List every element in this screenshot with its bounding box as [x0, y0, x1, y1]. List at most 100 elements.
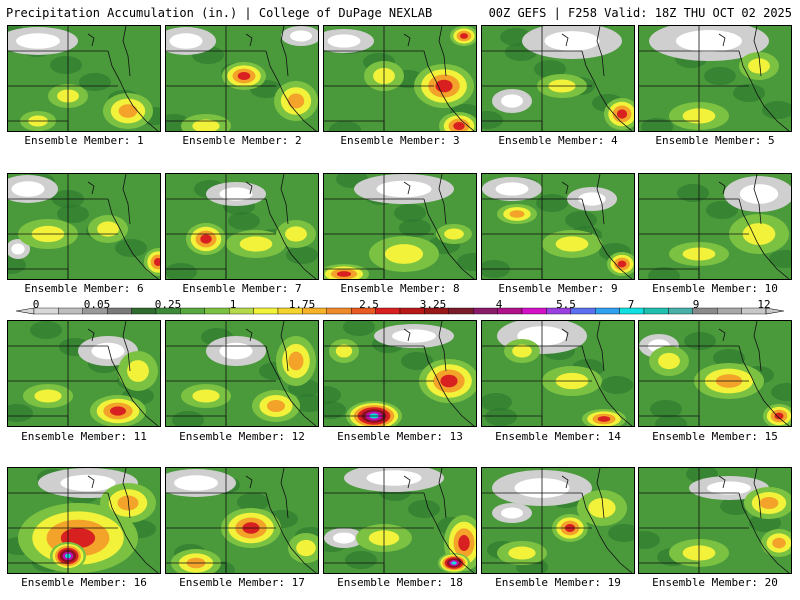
ensemble-member-map-13 — [323, 320, 477, 427]
ensemble-member-label: Ensemble Member: 5 — [655, 134, 775, 147]
precip-field — [482, 321, 634, 426]
colorbar-swatch — [204, 307, 230, 315]
precip-field — [639, 26, 791, 131]
ensemble-member-label: Ensemble Member: 18 — [337, 576, 463, 589]
ensemble-member-label: Ensemble Member: 14 — [495, 430, 621, 443]
ensemble-member-map-11 — [7, 320, 161, 427]
precip-field — [324, 174, 476, 279]
ensemble-member-label: Ensemble Member: 13 — [337, 430, 463, 443]
ensemble-member-label: Ensemble Member: 8 — [340, 282, 460, 295]
state-boundaries — [324, 174, 475, 279]
colorbar-tick-label: 4 — [495, 298, 503, 311]
colorbar-swatch — [131, 307, 157, 315]
precip-field — [324, 468, 476, 573]
colorbar-tick-label: 5.5 — [556, 298, 576, 311]
precip-field — [482, 174, 634, 279]
ensemble-member-map-7 — [165, 173, 319, 280]
ensemble-member-label: Ensemble Member: 16 — [21, 576, 147, 589]
state-boundaries — [324, 26, 475, 131]
colorbar-swatch — [58, 307, 84, 315]
colorbar-swatch — [473, 307, 498, 315]
ensemble-member-label: Ensemble Member: 20 — [652, 576, 778, 589]
colorbar-swatch — [253, 307, 279, 315]
colorbar-swatch — [595, 307, 620, 315]
ensemble-member-label: Ensemble Member: 19 — [495, 576, 621, 589]
precip-field — [639, 174, 791, 279]
colorbar-swatch — [180, 307, 205, 315]
ensemble-member-map-19 — [481, 467, 635, 574]
ensemble-member-label: Ensemble Member: 4 — [498, 134, 618, 147]
state-boundaries — [166, 26, 317, 131]
precip-field — [8, 321, 160, 426]
precip-field — [166, 321, 318, 426]
state-boundaries — [324, 468, 475, 573]
precipitation-colorbar — [15, 307, 785, 315]
ensemble-member-map-6 — [7, 173, 161, 280]
colorbar-tick-label: 2.5 — [359, 298, 379, 311]
ensemble-member-map-17 — [165, 467, 319, 574]
ensemble-member-label: Ensemble Member: 6 — [24, 282, 144, 295]
ensemble-member-map-18 — [323, 467, 477, 574]
state-boundaries — [324, 321, 475, 426]
ensemble-member-map-12 — [165, 320, 319, 427]
ensemble-member-map-16 — [7, 467, 161, 574]
state-boundaries — [8, 321, 159, 426]
state-boundaries — [166, 468, 317, 573]
state-boundaries — [166, 321, 317, 426]
ensemble-member-label: Ensemble Member: 1 — [24, 134, 144, 147]
ensemble-member-map-20 — [638, 467, 792, 574]
precip-field — [482, 468, 634, 573]
precip-field — [482, 26, 634, 131]
ensemble-member-map-4 — [481, 25, 635, 132]
state-boundaries — [482, 26, 633, 131]
ensemble-member-label: Ensemble Member: 9 — [498, 282, 618, 295]
ensemble-member-map-9 — [481, 173, 635, 280]
state-boundaries — [482, 174, 633, 279]
ensemble-member-map-10 — [638, 173, 792, 280]
ensemble-member-map-15 — [638, 320, 792, 427]
ensemble-member-label: Ensemble Member: 17 — [179, 576, 305, 589]
colorbar-tick-label: 0.05 — [83, 298, 111, 311]
state-boundaries — [8, 26, 159, 131]
colorbar-swatch — [717, 307, 742, 315]
ensemble-member-map-5 — [638, 25, 792, 132]
colorbar-tick-label: 1.75 — [288, 298, 316, 311]
colorbar-tick-label: 7 — [627, 298, 635, 311]
ensemble-member-map-1 — [7, 25, 161, 132]
precip-field — [639, 468, 791, 573]
state-boundaries — [482, 468, 633, 573]
colorbar-tick-label: 9 — [692, 298, 700, 311]
colorbar-swatch — [326, 307, 352, 315]
ensemble-member-label: Ensemble Member: 12 — [179, 430, 305, 443]
ensemble-member-label: Ensemble Member: 7 — [182, 282, 302, 295]
state-boundaries — [166, 174, 317, 279]
state-boundaries — [639, 468, 790, 573]
precip-field — [166, 468, 318, 573]
colorbar-swatch — [643, 307, 669, 315]
colorbar-tick-label: 12 — [757, 298, 771, 311]
ensemble-member-label: Ensemble Member: 2 — [182, 134, 302, 147]
colorbar-swatch — [668, 307, 694, 315]
colorbar-swatch — [375, 307, 401, 315]
precip-field — [8, 174, 160, 279]
precip-field — [8, 26, 160, 131]
state-boundaries — [8, 174, 159, 279]
model-run-valid-time: 00Z GEFS | F258 Valid: 18Z THU OCT 02 20… — [488, 6, 792, 20]
colorbar-swatch — [106, 307, 132, 315]
state-boundaries — [482, 321, 633, 426]
ensemble-member-label: Ensemble Member: 3 — [340, 134, 460, 147]
colorbar-tick-label: 0.25 — [154, 298, 182, 311]
precip-field — [166, 174, 318, 279]
state-boundaries — [639, 321, 790, 426]
precip-field — [166, 26, 318, 131]
ensemble-member-label: Ensemble Member: 15 — [652, 430, 778, 443]
ensemble-member-map-8 — [323, 173, 477, 280]
ensemble-member-label: Ensemble Member: 10 — [652, 282, 778, 295]
ensemble-member-map-2 — [165, 25, 319, 132]
precip-field — [324, 321, 476, 426]
colorbar-tick-label: 3.25 — [419, 298, 447, 311]
precip-field — [639, 321, 791, 426]
precip-field — [324, 26, 476, 131]
state-boundaries — [639, 26, 790, 131]
precip-field — [8, 468, 160, 573]
